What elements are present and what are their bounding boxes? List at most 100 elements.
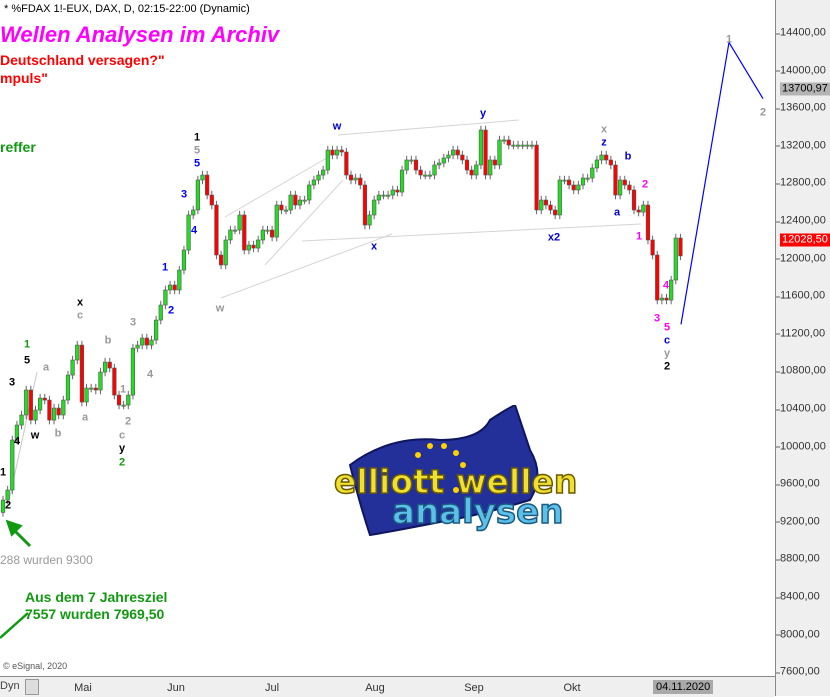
candle-up bbox=[232, 229, 238, 232]
candle-up bbox=[191, 209, 196, 216]
candle-down bbox=[205, 174, 210, 196]
candle-up bbox=[432, 164, 437, 176]
lock-icon[interactable] bbox=[25, 679, 39, 695]
logo-line-2: analysen bbox=[392, 492, 563, 532]
candle-down bbox=[571, 184, 576, 191]
candle-up bbox=[19, 414, 24, 426]
candle-down bbox=[664, 297, 669, 301]
candle-down bbox=[608, 159, 613, 166]
month-tick: Mai bbox=[74, 682, 92, 694]
price-tick-label: 10000,00 bbox=[776, 440, 826, 453]
logo-line-1: elliott wellen bbox=[334, 462, 577, 501]
price-tick-label: 12000,00 bbox=[776, 252, 826, 265]
candle-up bbox=[502, 139, 507, 142]
candle-up bbox=[334, 149, 340, 156]
candle-down bbox=[678, 237, 683, 257]
dyn-label: Dyn bbox=[0, 680, 20, 692]
candle-down bbox=[330, 149, 335, 156]
wave-label: y bbox=[479, 107, 487, 120]
candle-up bbox=[386, 194, 391, 197]
candle-up bbox=[525, 144, 530, 147]
candle-up bbox=[423, 174, 428, 177]
candle-up bbox=[149, 339, 154, 346]
price-tick-label: 8400,00 bbox=[776, 590, 820, 603]
archive-title: Wellen Analysen im Archiv bbox=[0, 22, 280, 47]
candle-up bbox=[237, 214, 242, 231]
wave-label: 1 bbox=[193, 131, 201, 144]
candle-up bbox=[497, 139, 502, 166]
wave-label: c bbox=[76, 309, 84, 322]
red-subtitle-1: Deutschland versagen?" bbox=[0, 52, 165, 68]
candle-up bbox=[590, 167, 595, 179]
candlestick-chart[interactable] bbox=[0, 0, 775, 676]
candle-down bbox=[553, 209, 558, 216]
candle-up bbox=[130, 347, 136, 396]
candle-down bbox=[107, 361, 112, 369]
candle-down bbox=[483, 129, 488, 176]
wave-label: 1 bbox=[161, 261, 169, 274]
candle-down bbox=[28, 389, 33, 421]
candle-up bbox=[404, 159, 409, 171]
wave-label: z bbox=[601, 136, 607, 149]
candle-down bbox=[218, 254, 224, 266]
candle-down bbox=[395, 189, 400, 193]
candle-up bbox=[84, 387, 89, 403]
candle-down bbox=[460, 154, 465, 161]
candle-up bbox=[311, 179, 316, 186]
wave-label: 5 bbox=[193, 144, 201, 157]
price-tick-label: 8000,00 bbox=[776, 628, 820, 641]
wave-label: b bbox=[54, 427, 62, 440]
chart-plot-area[interactable]: 1 5 3 4 1 2 w a b x c a b 1 2 c y 2 3 4 1 2 3 4 1 5 5 w w x y x2 x z b a 2 1 3… bbox=[0, 0, 775, 676]
candle-up bbox=[316, 174, 321, 181]
wave-label: 2 bbox=[641, 178, 649, 191]
candle-up bbox=[580, 177, 586, 186]
candle-up bbox=[659, 297, 664, 301]
price-tick-label: 11600,00 bbox=[775, 289, 826, 302]
candle-up bbox=[302, 199, 307, 202]
wave-label: 2 bbox=[167, 304, 175, 317]
candle-up bbox=[446, 154, 451, 159]
wave-label: b bbox=[104, 334, 112, 347]
candle-down bbox=[418, 169, 423, 176]
candle-down bbox=[47, 399, 52, 421]
candle-up bbox=[478, 129, 484, 166]
candle-down bbox=[613, 164, 618, 196]
candle-up bbox=[673, 237, 678, 281]
candle-up bbox=[669, 279, 674, 301]
wave-label: x bbox=[76, 296, 84, 309]
candle-down bbox=[358, 177, 363, 186]
price-tick-label: 10800,00 bbox=[776, 364, 826, 377]
price-tick-label: 11200,00 bbox=[775, 327, 826, 340]
wave-label: w bbox=[332, 120, 342, 133]
candle-up bbox=[181, 249, 187, 271]
wave-label: 2 bbox=[759, 106, 767, 119]
wave-label: 4 bbox=[146, 368, 154, 381]
time-axis[interactable]: Dyn Mai Jun Jul Aug Sep Okt 04.11.2020 bbox=[0, 676, 775, 697]
wave-label: 3 bbox=[8, 376, 16, 389]
candle-up bbox=[376, 194, 381, 201]
candle-up bbox=[38, 397, 43, 411]
candle-down bbox=[650, 239, 655, 256]
candle-up bbox=[24, 389, 29, 416]
candle-down bbox=[455, 149, 460, 156]
price-axis[interactable]: 14400,00 14000,00 13600,00 13200,00 12800,00… bbox=[775, 0, 830, 696]
candle-down bbox=[506, 139, 511, 146]
candle-down bbox=[362, 184, 368, 226]
price-tick-label: 13600,00 bbox=[776, 101, 826, 114]
current-date-badge: 04.11.2020 bbox=[653, 680, 714, 694]
elliott-wellen-logo: elliott wellen analysen bbox=[333, 405, 578, 537]
wave-label: 4 bbox=[13, 435, 21, 448]
price-tick-label: 9200,00 bbox=[776, 515, 820, 528]
wave-label: w bbox=[215, 302, 225, 315]
gray-note: 288 wurden 9300 bbox=[0, 553, 93, 567]
wave-label: c bbox=[663, 334, 671, 347]
candle-down bbox=[464, 159, 470, 171]
price-tick-label: 14000,00 bbox=[776, 64, 826, 77]
candle-up bbox=[372, 199, 377, 216]
candle-up bbox=[65, 374, 71, 401]
price-tick-label: 14400,00 bbox=[776, 26, 826, 39]
copyright: © eSignal, 2020 bbox=[3, 661, 68, 671]
candle-down bbox=[636, 209, 641, 213]
candle-up bbox=[474, 164, 479, 176]
candle-down bbox=[79, 344, 84, 403]
